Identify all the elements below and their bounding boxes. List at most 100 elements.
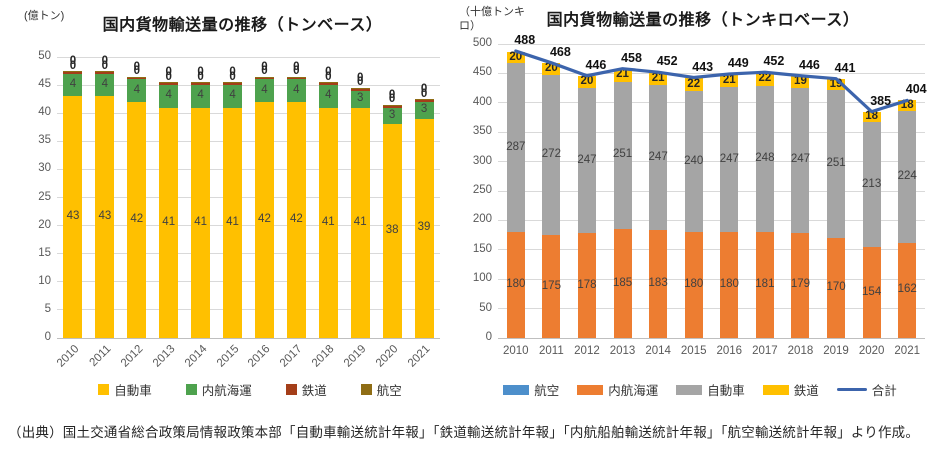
y-tick-label: 15	[38, 246, 51, 259]
x-tick-label: 2018	[310, 343, 337, 370]
bar-segment-内航海運-2019	[827, 238, 846, 338]
bar-segment-自動車-2019	[350, 107, 370, 338]
data-label: 0	[165, 66, 172, 79]
gridline	[498, 43, 925, 45]
data-label: 21	[616, 68, 629, 81]
bar-segment-自動車-2020	[382, 124, 402, 338]
bar-segment-鉄道-2021	[898, 100, 917, 112]
y-tick-label: 30	[38, 162, 51, 175]
data-label: 42	[289, 212, 303, 225]
gridline	[57, 337, 440, 339]
data-label: 0	[69, 59, 77, 72]
x-tick-label: 2015	[680, 345, 707, 357]
y-tick-label: 25	[38, 190, 51, 203]
data-label: 0	[101, 59, 109, 72]
data-label: 4	[325, 89, 332, 102]
y-tick-label: 20	[38, 218, 51, 231]
data-label: 4	[101, 78, 109, 91]
bar-segment-鉄道-2019	[350, 88, 370, 91]
data-label: 22	[758, 72, 772, 85]
data-label: 248	[755, 151, 775, 164]
data-label: 213	[862, 177, 882, 190]
gridline	[57, 309, 440, 311]
total-data-label: 443	[692, 59, 714, 74]
data-label: 0	[229, 70, 236, 83]
x-tick-label: 2013	[609, 345, 636, 357]
x-tick-label: 2011	[87, 343, 114, 369]
gridline	[498, 190, 925, 192]
plot-area-ton-base: 0 5 10 15 20 25 30 35 40 45 50 43 4 0 0 43 4 0 0 42 4 0 0 41 4 0 0…	[38, 50, 440, 370]
data-label: 251	[612, 148, 633, 161]
bar-segment-鉄道-2016	[254, 77, 274, 80]
x-tick-label: 2019	[342, 343, 369, 370]
data-label: 272	[541, 148, 561, 161]
bar-segment-内航海運-2012	[127, 79, 147, 102]
data-label: 3	[420, 103, 428, 116]
gridline	[57, 168, 440, 170]
data-label: 0	[325, 70, 332, 83]
legend-item-鉄道: 鉄道	[762, 380, 819, 399]
legend-item-自動車: 自動車	[676, 380, 745, 399]
gridline	[498, 308, 925, 310]
source-note: （出典）国土交通省総合政策局情報政策本部「自動車輸送統計年報」「鉄道輸送統計年報…	[8, 425, 920, 440]
y-tick-label: 400	[472, 95, 492, 108]
data-label: 21	[722, 73, 736, 86]
bar-segment-鉄道-2011	[542, 63, 561, 76]
total-data-label: 468	[549, 44, 571, 59]
data-label: 0	[165, 70, 172, 83]
y-tick-label: 150	[472, 242, 492, 255]
total-data-label: 385	[870, 93, 892, 108]
data-label: 247	[719, 152, 739, 165]
data-label: 0	[420, 87, 428, 100]
bar-segment-自動車-2018	[318, 107, 338, 338]
chart-title-ton-base: 国内貨物輸送量の推移（トンベース）	[102, 17, 383, 34]
bar-segment-鉄道-2010	[63, 71, 83, 74]
data-label: 178	[577, 278, 597, 291]
bar-segment-鉄道-2016	[720, 74, 739, 87]
bar-segment-自動車-2017	[755, 85, 774, 232]
y-tick-label: 50	[479, 301, 492, 314]
legend-swatch-鉄道	[762, 384, 789, 395]
y-tick-label: 300	[472, 154, 492, 167]
legend-swatch-航空	[503, 384, 530, 395]
bar-segment-内航海運-2018	[318, 85, 338, 108]
data-label: 180	[719, 278, 739, 291]
legend-label: 内航海運	[608, 384, 659, 398]
bar-segment-鉄道-2020	[382, 105, 402, 108]
bar-segment-内航海運-2021	[414, 101, 434, 119]
gridline	[57, 281, 440, 283]
data-label: 175	[541, 279, 561, 292]
x-tick-label: 2012	[574, 345, 600, 357]
y-tick-label: 40	[38, 106, 51, 119]
gridline	[57, 56, 440, 58]
data-label: 42	[130, 212, 144, 225]
bar-segment-自動車-2014	[191, 107, 211, 338]
data-label: 41	[162, 215, 176, 228]
data-label: 180	[506, 278, 526, 291]
data-label: 0	[388, 88, 396, 101]
x-tick-label: 2012	[118, 343, 146, 370]
data-label: 21	[651, 71, 665, 84]
data-label: 247	[648, 150, 668, 163]
x-tick-label: 2013	[150, 343, 178, 370]
bar-segment-自動車-2020	[862, 122, 881, 248]
data-label: 39	[417, 221, 431, 234]
bar-segment-内航海運-2020	[382, 107, 402, 125]
data-label: 0	[261, 65, 268, 78]
bar-segment-航空-2021	[414, 99, 434, 101]
data-label: 0	[197, 70, 204, 83]
total-data-label: 452	[656, 54, 678, 69]
data-label: 20	[580, 75, 594, 88]
legend-label: 鉄道	[301, 384, 327, 398]
data-label: 162	[897, 283, 917, 296]
y-tick-label: 500	[472, 37, 492, 49]
data-label: 185	[612, 276, 633, 289]
gridline	[57, 225, 440, 227]
data-label: 4	[293, 83, 300, 96]
legend-swatch-内航海運	[577, 384, 604, 395]
legend-item-航空: 航空	[360, 380, 402, 399]
bar-segment-航空-2011	[95, 71, 115, 73]
data-label: 0	[69, 55, 77, 68]
bar-segment-内航海運-2016	[720, 232, 739, 338]
